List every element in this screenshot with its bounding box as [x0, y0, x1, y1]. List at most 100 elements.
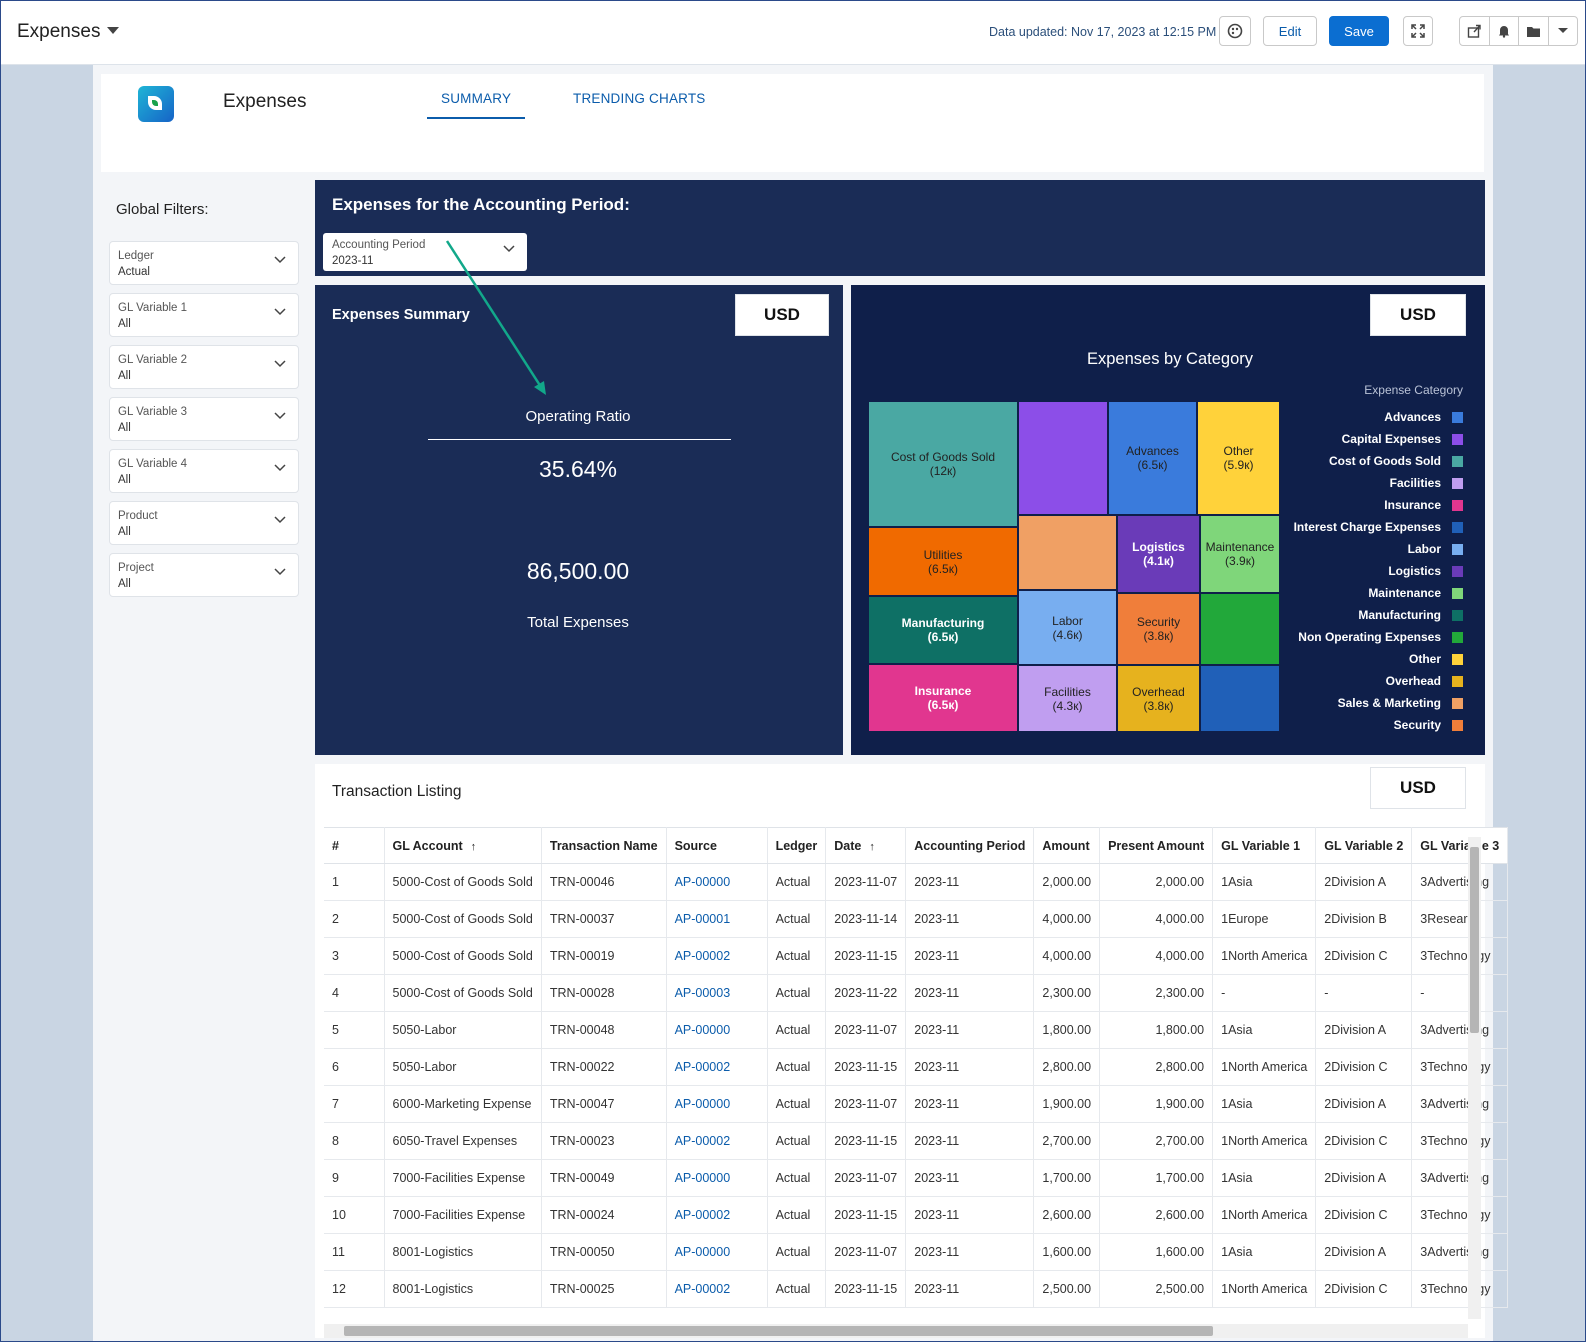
treemap-cell-advances[interactable]: Advances (6.5к): [1108, 401, 1197, 515]
save-button[interactable]: Save: [1329, 16, 1389, 46]
column-header[interactable]: Ledger: [767, 827, 827, 864]
column-header[interactable]: GL Variable 3: [1411, 827, 1509, 864]
category-currency-badge[interactable]: USD: [1370, 294, 1466, 336]
treemap-cell-overhead[interactable]: Overhead (3.8к): [1117, 665, 1200, 732]
legend-item[interactable]: Manufacturing: [1358, 608, 1441, 622]
filter-gl-variable-2[interactable]: GL Variable 2 All: [109, 345, 299, 389]
theme-button[interactable]: [1219, 16, 1251, 46]
legend-item[interactable]: Security: [1393, 718, 1441, 732]
legend-item[interactable]: Non Operating Expenses: [1298, 630, 1441, 644]
table-row[interactable]: 6 5050-Labor TRN-00022 AP-00002 Actual 2023-1…: [324, 1048, 1509, 1086]
legend-item[interactable]: Interest Charge Expenses: [1293, 520, 1441, 534]
source-link[interactable]: AP-00002: [666, 1196, 768, 1234]
source-link[interactable]: AP-00000: [666, 1011, 768, 1049]
treemap-cell-capital-expenses[interactable]: [1018, 401, 1108, 515]
treemap-cell-other[interactable]: Other (5.9к): [1197, 401, 1280, 515]
column-header[interactable]: GL Account ↑: [384, 827, 542, 864]
column-header[interactable]: Accounting Period: [905, 827, 1035, 864]
column-header[interactable]: GL Variable 2: [1315, 827, 1413, 864]
column-header[interactable]: Source: [666, 827, 768, 864]
treemap-cell-facilities[interactable]: Facilities (4.3к): [1018, 665, 1117, 732]
table-vertical-scrollbar[interactable]: [1468, 837, 1481, 1319]
column-header[interactable]: Transaction Name: [541, 827, 667, 864]
folder-button[interactable]: [1519, 17, 1549, 45]
fullscreen-button[interactable]: [1403, 16, 1433, 46]
legend-item[interactable]: Labor: [1407, 542, 1441, 556]
table-row[interactable]: 1 5000-Cost of Goods Sold TRN-00046 AP-0000…: [324, 863, 1509, 901]
source-link[interactable]: AP-00002: [666, 1270, 768, 1308]
legend-item[interactable]: Capital Expenses: [1341, 432, 1441, 446]
treemap-cell-manufacturing[interactable]: Manufacturing (6.5к): [868, 596, 1018, 664]
treemap-cell-interest-charge-expenses[interactable]: [1200, 665, 1280, 732]
source-link[interactable]: AP-00000: [666, 1085, 768, 1123]
tab-summary[interactable]: SUMMARY: [441, 91, 512, 106]
table-row[interactable]: 3 5000-Cost of Goods Sold TRN-00019 AP-0000…: [324, 937, 1509, 975]
column-header[interactable]: #: [324, 827, 385, 864]
column-header[interactable]: Amount: [1033, 827, 1101, 864]
treemap-cell-cost-of-goods-sold[interactable]: Cost of Goods Sold (12к): [868, 401, 1018, 527]
edit-button[interactable]: Edit: [1263, 16, 1317, 46]
table-row[interactable]: 4 5000-Cost of Goods Sold TRN-00028 AP-0000…: [324, 974, 1509, 1012]
legend-item[interactable]: Maintenance: [1368, 586, 1441, 600]
more-actions-button[interactable]: [1549, 17, 1578, 45]
transactions-currency-badge[interactable]: USD: [1370, 767, 1466, 809]
legend-item[interactable]: Other: [1408, 652, 1441, 666]
tab-trending-charts[interactable]: TRENDING CHARTS: [573, 91, 706, 106]
filter-gl-variable-4[interactable]: GL Variable 4 All: [109, 449, 299, 493]
filter-gl-variable-1[interactable]: GL Variable 1 All: [109, 293, 299, 337]
legend-item[interactable]: Cost of Goods Sold: [1329, 454, 1441, 468]
legend-item[interactable]: Insurance: [1384, 498, 1441, 512]
table-cell: 1North America: [1212, 1196, 1317, 1234]
dashboard-title: Expenses: [223, 91, 307, 112]
column-header[interactable]: Date ↑: [825, 827, 907, 864]
app-menu-caret-icon[interactable]: [107, 27, 119, 34]
accounting-period-select[interactable]: Accounting Period 2023-11: [323, 233, 527, 271]
source-link[interactable]: AP-00000: [666, 863, 768, 901]
legend-item[interactable]: Sales & Marketing: [1337, 696, 1441, 710]
treemap-cell-labor[interactable]: Labor (4.6к): [1018, 590, 1117, 665]
table-row[interactable]: 2 5000-Cost of Goods Sold TRN-00037 AP-0000…: [324, 900, 1509, 938]
legend-item[interactable]: Facilities: [1389, 476, 1441, 490]
sort-ascending-icon[interactable]: ↑: [869, 840, 875, 853]
table-row[interactable]: 11 8001-Logistics TRN-00050 AP-00000 Actual 2…: [324, 1233, 1509, 1271]
source-link[interactable]: AP-00001: [666, 900, 768, 938]
table-horizontal-scrollbar[interactable]: [324, 1324, 1468, 1338]
filter-ledger[interactable]: Ledger Actual: [109, 241, 299, 285]
treemap-cell-non-operating-expenses[interactable]: [1200, 593, 1280, 665]
scrollbar-thumb[interactable]: [344, 1326, 1213, 1336]
treemap-cell-maintenance[interactable]: Maintenance (3.9к): [1200, 515, 1280, 593]
table-row[interactable]: 8 6050-Travel Expenses TRN-00023 AP-00002 Ac…: [324, 1122, 1509, 1160]
legend-item[interactable]: Logistics: [1388, 564, 1441, 578]
table-row[interactable]: 7 6000-Marketing Expense TRN-00047 AP-00000…: [324, 1085, 1509, 1123]
source-link[interactable]: AP-00002: [666, 937, 768, 975]
column-header[interactable]: Present Amount: [1099, 827, 1214, 864]
table-cell: 2023-11-15: [825, 1196, 907, 1234]
legend-item[interactable]: Advances: [1384, 410, 1441, 424]
treemap-cell-sales-marketing[interactable]: [1018, 515, 1117, 590]
treemap-cell-logistics[interactable]: Logistics (4.1к): [1117, 515, 1200, 593]
summary-currency-badge[interactable]: USD: [735, 294, 829, 336]
treemap-cell-insurance[interactable]: Insurance (6.5к): [868, 664, 1018, 732]
treemap-cell-security[interactable]: Security (3.8к): [1117, 593, 1200, 665]
share-button[interactable]: [1460, 17, 1490, 45]
source-link[interactable]: AP-00002: [666, 1048, 768, 1086]
filter-product[interactable]: Product All: [109, 501, 299, 545]
column-header[interactable]: GL Variable 1: [1212, 827, 1317, 864]
treemap-cell-utilities[interactable]: Utilities (6.5к): [868, 527, 1018, 596]
source-link[interactable]: AP-00000: [666, 1159, 768, 1197]
legend-item[interactable]: Overhead: [1385, 674, 1441, 688]
notification-button[interactable]: [1490, 17, 1519, 45]
filter-project[interactable]: Project All: [109, 553, 299, 597]
transaction-table: # GL Account ↑ Transaction Name Source Ledger…: [324, 827, 1509, 1308]
table-row[interactable]: 12 8001-Logistics TRN-00025 AP-00002 Actual 2…: [324, 1270, 1509, 1308]
filter-gl-variable-3[interactable]: GL Variable 3 All: [109, 397, 299, 441]
sort-ascending-icon[interactable]: ↑: [470, 840, 477, 853]
table-cell: 1Europe: [1212, 900, 1317, 938]
table-row[interactable]: 5 5050-Labor TRN-00048 AP-00000 Actual 2023-1…: [324, 1011, 1509, 1049]
source-link[interactable]: AP-00003: [666, 974, 768, 1012]
source-link[interactable]: AP-00002: [666, 1122, 768, 1160]
table-row[interactable]: 9 7000-Facilities Expense TRN-00049 AP-0000…: [324, 1159, 1509, 1197]
table-row[interactable]: 10 7000-Facilities Expense TRN-00024 AP-000…: [324, 1196, 1509, 1234]
source-link[interactable]: AP-00000: [666, 1233, 768, 1271]
scrollbar-thumb[interactable]: [1470, 847, 1479, 1033]
